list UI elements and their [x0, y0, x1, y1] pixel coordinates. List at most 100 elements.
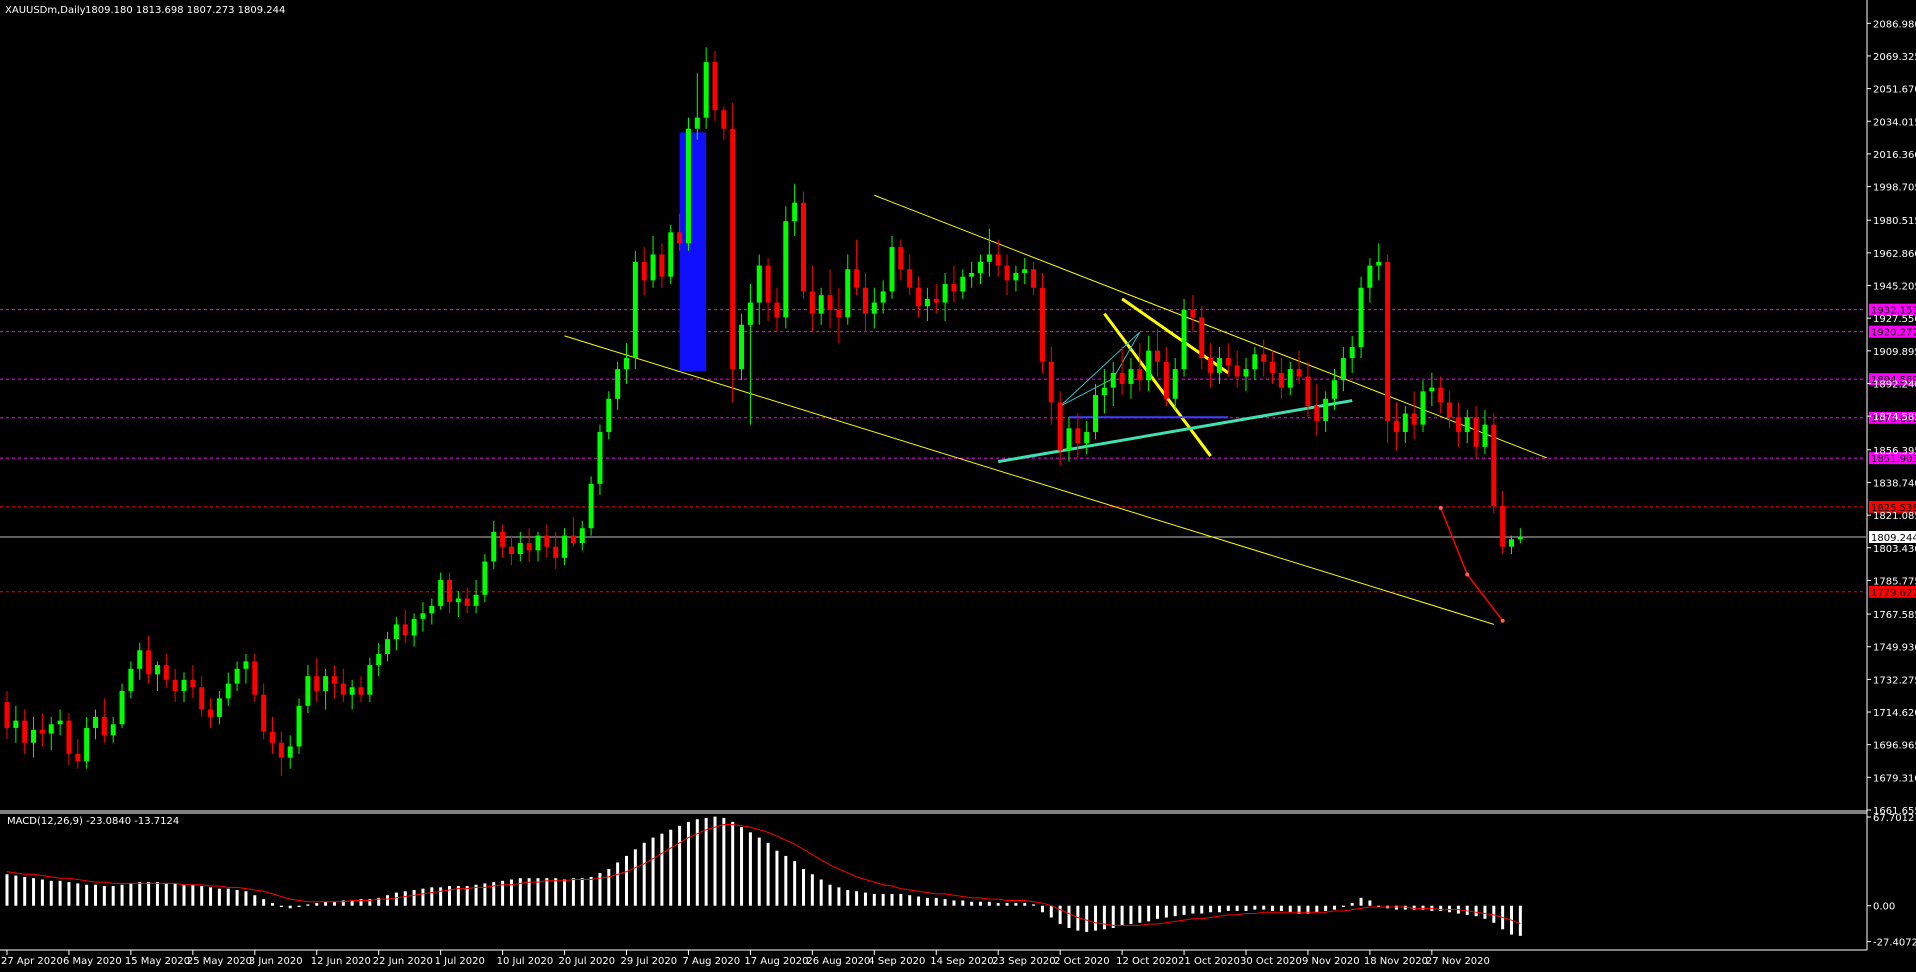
candle	[1039, 272, 1045, 373]
time-tick-label: 17 Aug 2020	[744, 956, 808, 967]
candle-body	[278, 742, 284, 758]
candle-body	[1093, 395, 1099, 433]
candle	[1278, 358, 1284, 399]
macd-bar	[1094, 905, 1098, 931]
macd-bar	[1403, 905, 1407, 910]
macd-bar	[23, 876, 27, 906]
macd-bar	[872, 893, 876, 906]
price-tick-label: 2086.980	[1873, 19, 1916, 30]
macd-bar	[421, 888, 425, 906]
candle	[296, 698, 302, 754]
candle	[376, 642, 382, 677]
candle	[1482, 409, 1488, 455]
candle	[951, 265, 957, 303]
candle-body	[632, 261, 638, 359]
macd-bar	[1217, 905, 1221, 913]
time-tick-label: 30 Oct 2020	[1240, 956, 1302, 967]
macd-bar	[332, 901, 336, 906]
macd-bar	[1368, 900, 1372, 906]
candle-body	[942, 284, 948, 303]
candle	[367, 657, 373, 703]
candle	[1296, 350, 1302, 384]
candle	[128, 661, 134, 699]
candle-body	[101, 716, 107, 736]
candle-body	[119, 690, 125, 725]
candle-body	[358, 687, 364, 695]
macd-bar	[607, 869, 611, 906]
candle-body	[1278, 372, 1284, 388]
candle	[1411, 391, 1417, 440]
macd-bar	[1147, 905, 1151, 922]
candle	[66, 713, 72, 765]
macd-bar	[802, 869, 805, 906]
candle-body	[1420, 391, 1426, 425]
macd-bar	[625, 855, 628, 906]
macd-header: MACD(12,26,9) -23.0840 -13.7124	[7, 816, 179, 827]
candle-body	[1119, 372, 1125, 384]
candle	[1305, 361, 1311, 418]
macd-bar	[1191, 905, 1195, 914]
macd-bar	[810, 874, 814, 906]
macd-bar	[1040, 905, 1044, 913]
macd-bar	[731, 821, 735, 906]
candle-body	[4, 702, 10, 728]
candle-body	[588, 483, 594, 529]
price-tick-label: 1892.240	[1873, 379, 1916, 390]
macd-bar	[1262, 905, 1266, 910]
candle	[1243, 358, 1249, 392]
candle-body	[243, 661, 249, 669]
candle-body	[995, 254, 1001, 266]
candle	[579, 520, 585, 551]
candle	[907, 254, 913, 296]
macd-bar	[890, 893, 894, 906]
macd-bar	[288, 905, 292, 909]
candle-body	[172, 679, 178, 691]
candle-body	[960, 276, 966, 292]
candle-body	[907, 269, 913, 288]
current-price-label: 1809.244	[1871, 533, 1916, 544]
macd-bar	[563, 879, 567, 906]
macd-bar	[1315, 905, 1319, 913]
candle-body	[22, 720, 28, 743]
price-tick-label: 2069.325	[1873, 52, 1916, 63]
flag-line-1	[1103, 312, 1212, 457]
candle	[287, 735, 293, 769]
candle-body	[464, 598, 470, 606]
macd-bar	[943, 899, 947, 906]
candle	[39, 713, 45, 747]
macd-bar	[828, 884, 832, 906]
macd-bar	[483, 883, 487, 906]
macd-bar	[1235, 905, 1239, 911]
macd-bar	[1138, 905, 1142, 923]
macd-bar	[439, 887, 443, 906]
time-tick-label: 1 Jul 2020	[435, 956, 485, 967]
candle-body	[889, 247, 895, 292]
candle-body	[703, 62, 709, 118]
time-tick-label: 27 Apr 2020	[1, 956, 63, 967]
level-tag	[1869, 325, 1916, 338]
macd-bar	[164, 883, 168, 906]
macd-bar	[1518, 905, 1522, 936]
macd-bar	[1023, 903, 1027, 906]
candle	[703, 47, 709, 129]
macd-bar	[961, 900, 965, 906]
candle	[1455, 402, 1461, 447]
macd-bar	[1448, 905, 1452, 913]
candle-body	[1517, 537, 1523, 540]
price-tick-label: 1714.620	[1873, 708, 1916, 719]
macd-bar	[226, 888, 230, 906]
candle-body	[1482, 424, 1488, 447]
time-tick-label: 4 Sep 2020	[868, 956, 925, 967]
candle	[1172, 358, 1178, 410]
candle	[305, 665, 311, 714]
macd-bar	[368, 899, 372, 906]
price-tick-label: 1980.515	[1873, 216, 1916, 227]
candle-body	[287, 746, 293, 758]
candle-body	[1287, 369, 1293, 388]
macd-bar	[1333, 905, 1336, 910]
macd-bar	[722, 817, 726, 906]
macd-bar	[881, 893, 885, 906]
candle	[756, 254, 762, 325]
candle	[119, 683, 125, 728]
